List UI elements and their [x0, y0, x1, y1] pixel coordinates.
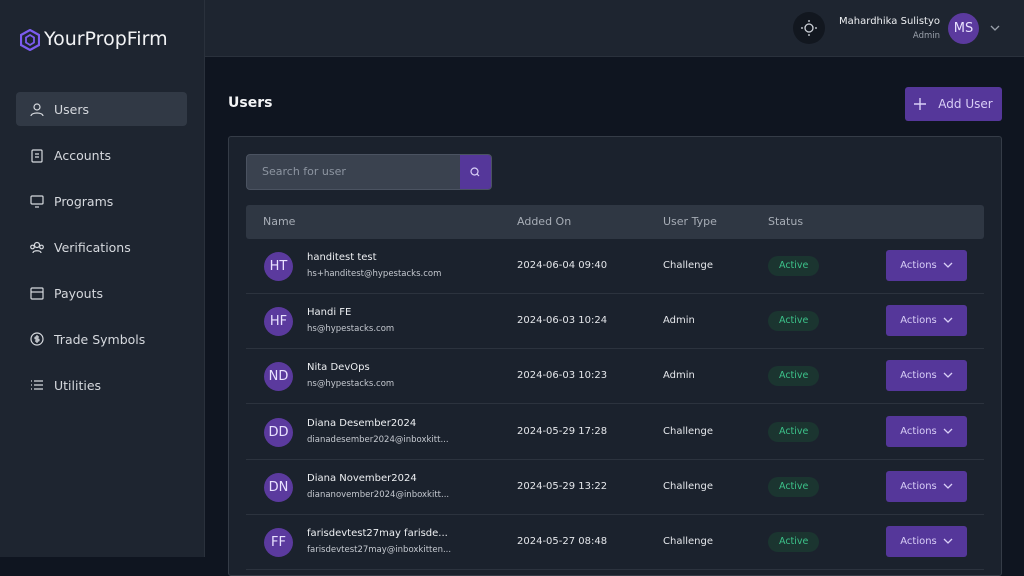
added-on: 2024-06-04 09:40: [517, 260, 608, 271]
actions-button[interactable]: Actions: [886, 250, 967, 281]
user-type: Admin: [663, 370, 695, 382]
actions-button[interactable]: Actions: [886, 360, 967, 392]
nav-label: Trade Symbols: [54, 331, 146, 347]
user-type: Admin: [663, 315, 695, 327]
actions-button[interactable]: Actions: [886, 415, 967, 447]
column-header: User Type: [663, 215, 717, 228]
user-email: ns@hypestacks.com: [307, 379, 395, 390]
user-type: Challenge: [663, 260, 713, 271]
actions-button[interactable]: Actions: [886, 305, 967, 337]
user-email: dianadesember2024@inboxkitt...: [307, 434, 449, 445]
user-role: Admin: [912, 31, 940, 41]
user-avatar: HT: [264, 252, 293, 281]
nav-item[interactable]: Verifications: [16, 230, 187, 264]
actions-label: Actions: [900, 315, 937, 327]
nav-item[interactable]: Trade Symbols: [16, 322, 187, 356]
user-avatar: DN: [264, 472, 293, 502]
added-on: 2024-06-03 10:23: [517, 370, 608, 382]
actions-label: Actions: [900, 370, 937, 382]
user-email: hs@hypestacks.com: [307, 324, 395, 335]
user-email: diananovember2024@inboxkitt...: [307, 489, 450, 500]
user-name: Handi FE: [307, 307, 352, 319]
actions-button[interactable]: Actions: [886, 470, 967, 502]
user-name: Diana Desember2024: [307, 417, 417, 429]
user-avatar: ND: [264, 362, 293, 392]
table-header: Name Added On User Type Status: [246, 205, 984, 239]
sidebar: YourPropFirm Users Accounts Programs Verifi…: [0, 0, 205, 557]
table-row: DN Diana November2024 diananovember2024@in…: [246, 460, 984, 515]
logo-icon: [20, 29, 40, 51]
search-box[interactable]: Search for user: [246, 154, 492, 190]
user-type: Challenge: [663, 425, 713, 437]
nav-item[interactable]: Accounts: [16, 138, 187, 172]
table-row: HT handitest test hs+handitest@hypestacks.…: [246, 239, 984, 294]
status-badge: Active: [768, 366, 820, 387]
add-user-button[interactable]: Add User: [905, 87, 1002, 121]
user-avatar[interactable]: MS: [948, 13, 979, 44]
added-on: 2024-06-03 10:24: [517, 315, 608, 327]
user-name: Mahardhika Sulistyo: [839, 16, 940, 27]
add-user-label: Add User: [938, 97, 993, 111]
user-avatar: FF: [264, 528, 293, 557]
user-email: farisdevtest27may@inboxkitten...: [307, 545, 452, 555]
nav-label: Utilities: [54, 377, 102, 393]
user-type: Challenge: [663, 536, 713, 547]
user-avatar: DD: [264, 417, 293, 447]
column-header: Name: [263, 215, 296, 228]
nav-label: Verifications: [54, 239, 131, 255]
search-placeholder: Search for user: [262, 165, 346, 178]
actions-label: Actions: [900, 536, 937, 547]
nav-item[interactable]: Programs: [16, 184, 187, 218]
status-badge: Active: [768, 311, 820, 332]
nav-label: Accounts: [54, 147, 111, 163]
user-name: Diana November2024: [307, 472, 417, 484]
page-title: Users: [228, 95, 273, 111]
column-header: Status: [768, 215, 804, 228]
brand: YourPropFirm: [44, 28, 168, 50]
dropdown-icon[interactable]: [990, 25, 1000, 32]
status-badge: Active: [768, 421, 820, 442]
nav-item[interactable]: Payouts: [16, 276, 187, 310]
status-badge: Active: [768, 476, 820, 497]
user-name: Nita DevOps: [307, 362, 370, 374]
top-bar: Mahardhika Sulistyo Admin MS: [205, 0, 1024, 57]
nav-label: Programs: [54, 193, 114, 209]
user-name: farisdevtest27may farisde...: [307, 528, 448, 539]
table-row: ND Nita DevOps ns@hypestacks.com 2024-06-03…: [246, 349, 984, 405]
added-on: 2024-05-29 13:22: [517, 480, 608, 492]
column-header: Added On: [517, 215, 572, 228]
nav-label: Users: [54, 101, 90, 117]
status-badge: Active: [768, 256, 820, 276]
search-button[interactable]: [460, 155, 491, 189]
actions-label: Actions: [900, 480, 937, 492]
nav-item[interactable]: Users: [16, 92, 187, 126]
nav-item[interactable]: Utilities: [16, 368, 187, 402]
actions-label: Actions: [900, 260, 937, 271]
theme-toggle[interactable]: [793, 12, 825, 44]
user-email: hs+handitest@hypestacks.com: [307, 269, 442, 279]
added-on: 2024-05-29 17:28: [517, 425, 608, 437]
nav-label: Payouts: [54, 285, 104, 301]
user-avatar: HF: [264, 307, 293, 337]
actions-label: Actions: [900, 425, 937, 437]
table-row: HF Handi FE hs@hypestacks.com 2024-06-03 10…: [246, 294, 984, 350]
table-row: DD Diana Desember2024 dianadesember2024@in…: [246, 405, 984, 460]
user-name: handitest test: [307, 252, 377, 263]
added-on: 2024-05-27 08:48: [517, 536, 608, 547]
actions-button[interactable]: Actions: [886, 526, 967, 557]
status-badge: Active: [768, 532, 820, 552]
table-row: FF farisdevtest27may farisde... farisdevte…: [246, 515, 984, 570]
user-type: Challenge: [663, 480, 713, 492]
